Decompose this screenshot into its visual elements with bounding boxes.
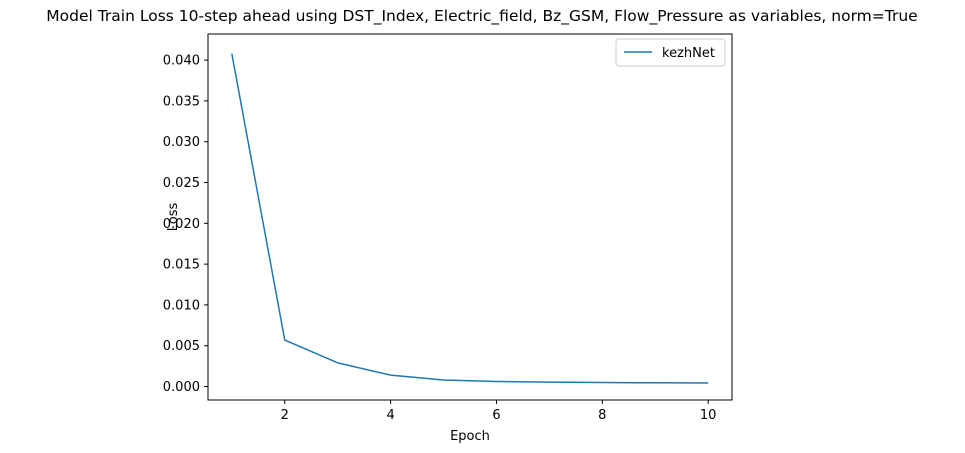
y-tick-label: 0.010 (163, 298, 200, 313)
series-group (231, 53, 709, 384)
chart-title: Model Train Loss 10-step ahead using DST… (46, 7, 917, 26)
data-point (707, 382, 709, 384)
data-point (284, 339, 286, 341)
y-tick-label: 0.030 (163, 135, 200, 150)
x-tick-label: 10 (700, 408, 717, 423)
data-point (443, 379, 445, 381)
data-point (654, 382, 656, 384)
y-tick-label: 0.035 (163, 94, 200, 109)
series-line (231, 53, 709, 384)
x-tick-label: 6 (492, 408, 500, 423)
data-point (601, 382, 603, 384)
data-point (337, 362, 339, 364)
plot-frame (207, 33, 733, 401)
x-tick-label: 4 (386, 408, 394, 423)
x-tick-label: 2 (281, 408, 289, 423)
y-tick-label: 0.000 (163, 380, 200, 395)
legend-box (615, 38, 726, 67)
plot-area (208, 34, 732, 400)
y-tick-label: 0.005 (163, 339, 200, 354)
x-axis-label: Epoch (450, 429, 490, 444)
legend: kezhNet (615, 38, 726, 67)
y-tick-label: 0.025 (163, 176, 200, 191)
x-axis: 2 4 6 8 10 (281, 400, 717, 423)
y-tick-label: 0.020 (163, 217, 200, 232)
data-point (548, 381, 550, 383)
y-tick-label: 0.015 (163, 258, 200, 273)
y-axis-label: Loss (166, 203, 181, 232)
data-point (390, 374, 392, 376)
data-point (231, 53, 233, 55)
x-tick-label: 8 (598, 408, 606, 423)
data-point (495, 380, 497, 382)
y-axis: 0.000 0.005 0.010 0.015 0.020 0.025 0.030 0.035… (163, 54, 208, 395)
y-tick-label: 0.040 (163, 54, 200, 69)
legend-label: kezhNet (662, 46, 715, 61)
